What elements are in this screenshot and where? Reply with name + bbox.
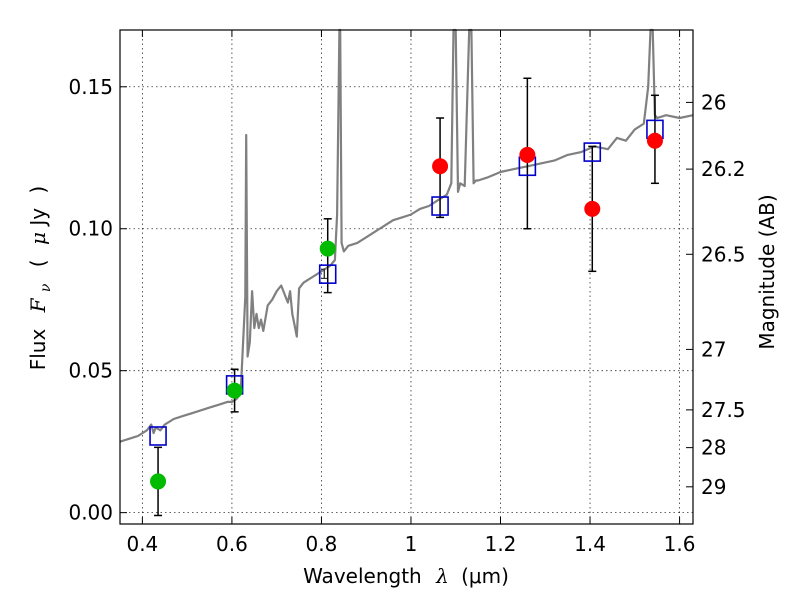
model-spectrum-line [119,28,694,443]
y-axis-label-subscript: ν [38,283,54,292]
magnitude-tick-label: 27 [701,337,726,361]
x-axis-label-text: Wavelength [303,564,422,588]
y-tick-label: 0.10 [68,217,113,241]
model-photometry-square [149,426,167,446]
model-spectrum [119,28,694,443]
observed-point [319,240,336,257]
magnitude-tick-label: 26.5 [701,242,746,266]
x-tick-label: 0.8 [306,532,338,556]
x-axis-label-unit: (μm) [461,564,509,588]
magnitude-tick-label: 28 [701,436,726,460]
plot-frame [119,29,694,525]
y-axis-label: Flux F ν ( μ Jy ) [26,186,55,371]
y-axis-label-unit-rest: Jy [26,208,50,228]
observed-point [584,200,601,217]
magnitude-tick-label: 27.5 [701,398,746,422]
axis-ticks [120,30,693,524]
model-photometry-square [431,196,449,216]
y-axis-label-text: Flux [26,329,50,371]
observed-point [226,382,243,399]
x-tick-label: 1 [405,532,418,556]
magnitude-axis-label: Magnitude (AB) [755,194,779,349]
x-axis-label: Wavelength λ (μm) [303,564,509,588]
y-tick-labels: 0.00 0.05 0.10 0.15 [68,75,113,525]
magnitude-tick-label: 26 [701,90,726,114]
magnitude-tick-label: 29 [701,475,726,499]
y-axis-label-unit-mu: μ [26,232,50,245]
y-axis-label-unit-open: ( [26,259,50,267]
grid-lines [120,30,693,524]
observed-point [432,158,449,175]
observed-point [519,146,536,163]
annotations: 1 [320,267,329,283]
magnitude-tick-label: 26.2 [701,157,746,181]
y-axis-label-symbol: F [26,297,50,313]
x-tick-label: 0.4 [126,532,158,556]
y-tick-label: 0.00 [68,501,113,525]
observed-point [646,132,663,149]
y-tick-label: 0.05 [68,359,113,383]
observed-point [150,473,167,490]
y-axis-label-unit-close: ) [26,186,50,194]
x-tick-labels: 0.4 0.6 0.8 1 1.2 1.4 1.6 [126,532,695,556]
x-tick-label: 1.2 [485,532,517,556]
observed-points [150,132,663,490]
model-photometry-squares [149,119,664,446]
magnitude-tick-labels: 26 26.2 26.5 27 27.5 28 29 [701,90,746,498]
x-tick-label: 0.6 [216,532,248,556]
model-photometry-square [583,142,602,162]
model-photometry-square [318,264,337,284]
x-axis-label-symbol: λ [435,564,449,588]
error-bars [154,77,659,517]
x-tick-label: 1.4 [574,532,606,556]
annotation-label: 1 [320,267,329,283]
y-tick-label: 0.15 [68,75,113,99]
x-tick-label: 1.6 [664,532,696,556]
